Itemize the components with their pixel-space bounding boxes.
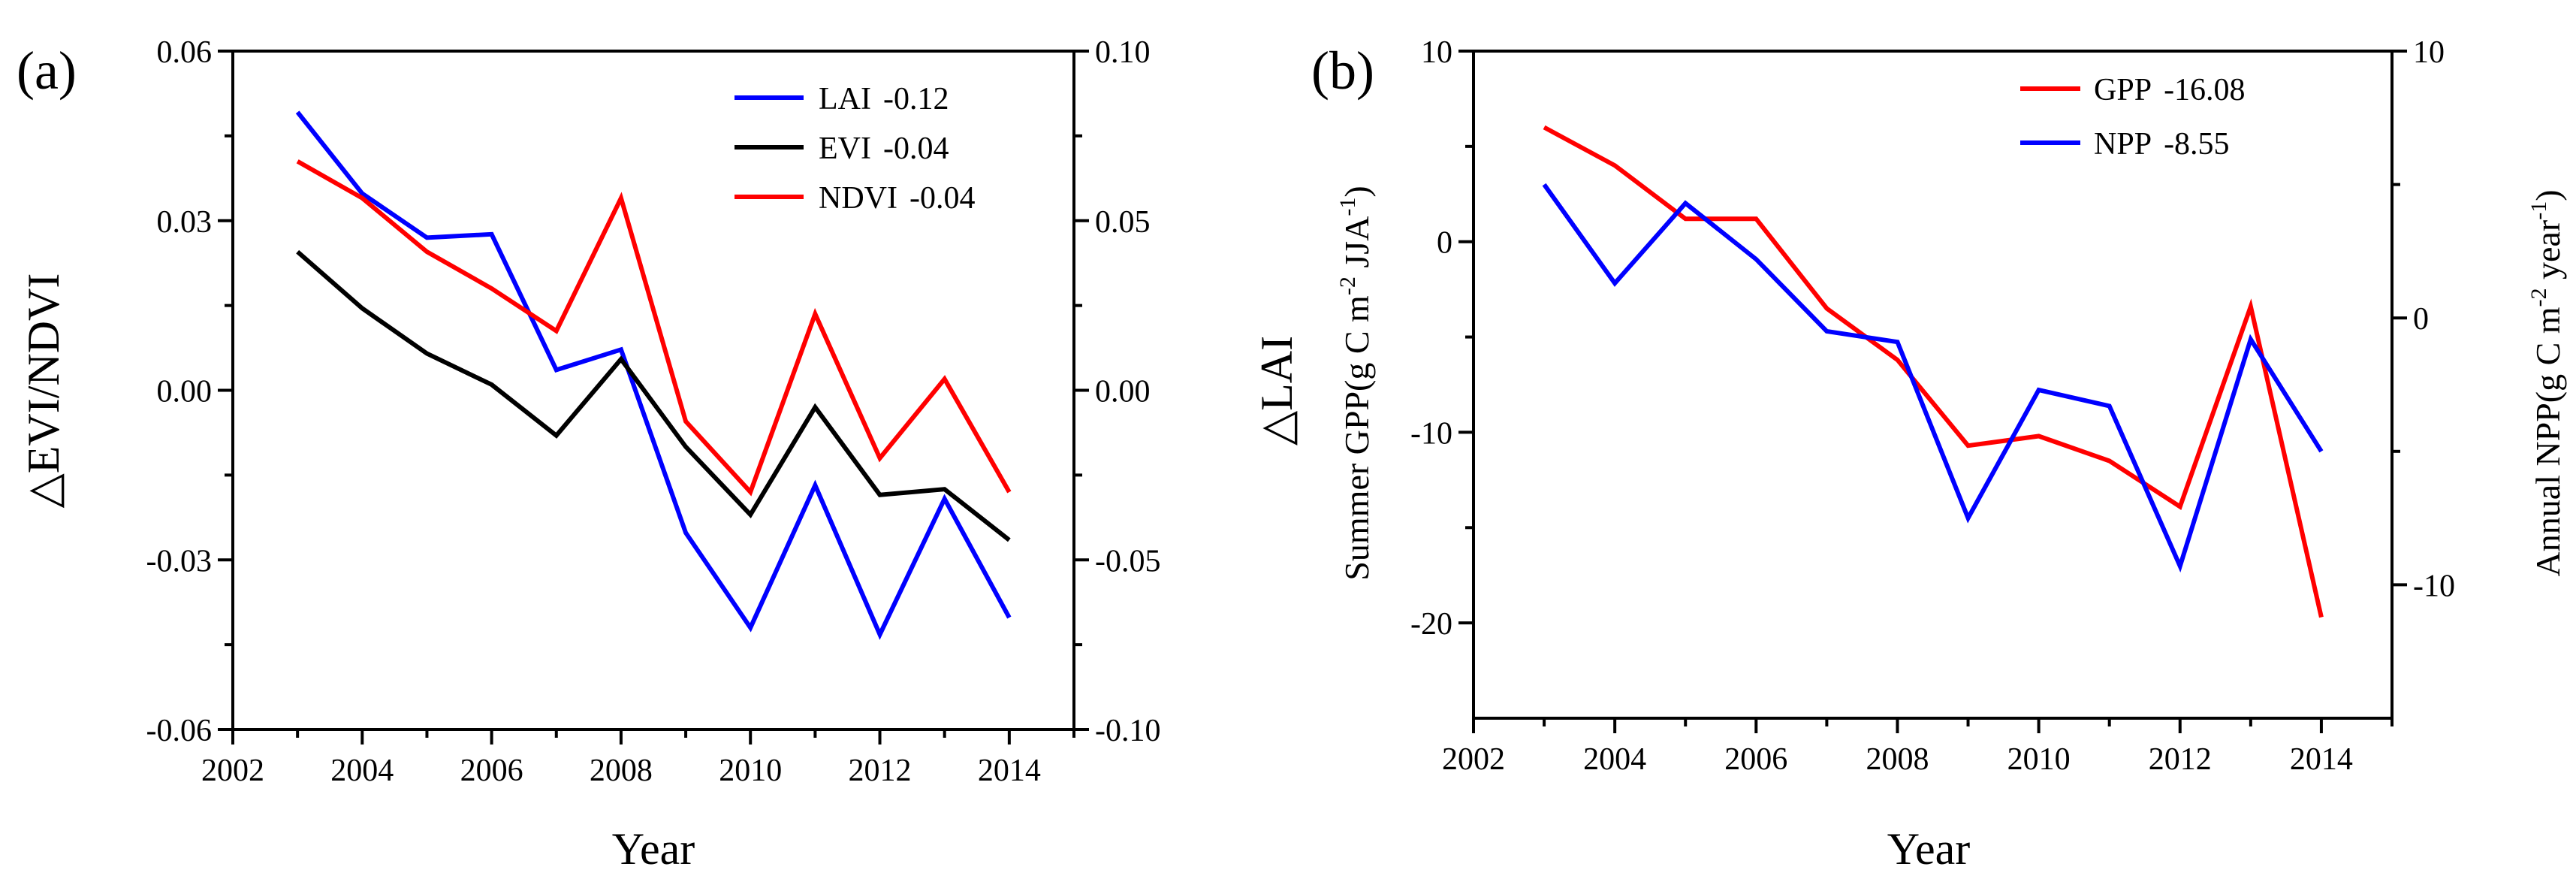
panel-b-y2-axis-title-end: ) bbox=[2529, 189, 2567, 201]
legend-trend-lai: -0.12 bbox=[883, 82, 949, 116]
x-tick-label-2006: 2006 bbox=[1724, 742, 1787, 777]
panel-label-a: (a) bbox=[17, 41, 77, 101]
y-tick-label-0: -0.06 bbox=[146, 714, 213, 748]
x-tick-label-2004: 2004 bbox=[330, 754, 394, 788]
x-tick-label-2014: 2014 bbox=[2290, 742, 2353, 777]
panel-b-y2-axis-title-mid: year bbox=[2529, 220, 2567, 288]
y2-tick-label-0: -10 bbox=[2413, 569, 2455, 603]
panel-label-b: (b) bbox=[1311, 41, 1374, 101]
panel-a-x-tick-labels: 2002 2004 2006 2008 2010 2012 2014 bbox=[201, 754, 1041, 788]
legend-entry-ndvi: NDVI -0.04 bbox=[819, 181, 975, 216]
legend-entry-gpp: GPP -16.08 bbox=[2094, 73, 2246, 107]
x-tick-label-2002: 2002 bbox=[1442, 742, 1505, 777]
y2-tick-label-2: 10 bbox=[2413, 35, 2445, 70]
y-tick-label-2: 0.00 bbox=[157, 375, 213, 409]
panel-b-y-axis-title: Summer GPP(g C m-2 JJA-1) bbox=[1335, 186, 1376, 580]
panel-b-y-tick-labels: -20 -10 0 10 bbox=[1410, 35, 1452, 642]
panel-a-series-lines bbox=[295, 110, 1012, 640]
panel-a-y-axis-title: △EVI/NDVI bbox=[19, 273, 68, 509]
y-tick-label-4: 0.06 bbox=[157, 35, 213, 70]
y2-tick-label-3: 0.05 bbox=[1095, 205, 1151, 240]
panel-a-y-tick-labels: -0.06 -0.03 0.00 0.03 0.06 bbox=[146, 35, 213, 748]
legend-entry-npp: NPP -8.55 bbox=[2094, 127, 2230, 162]
y2-tick-label-2: 0.00 bbox=[1095, 375, 1151, 409]
panel-b-y2-axis-title-sup2: -1 bbox=[2526, 201, 2551, 220]
x-tick-label-2002: 2002 bbox=[201, 754, 264, 788]
legend-trend-ndvi: -0.04 bbox=[909, 181, 976, 216]
panel-b-legend: GPP -16.08 NPP -8.55 bbox=[2020, 73, 2246, 162]
x-tick-label-2004: 2004 bbox=[1583, 742, 1646, 777]
panel-b-y-axis-title-main: Summer GPP(g C m bbox=[1338, 295, 1376, 581]
y-tick-label-2: 0 bbox=[1437, 226, 1452, 261]
x-tick-label-2014: 2014 bbox=[978, 754, 1041, 788]
panel-b-series-lines bbox=[1542, 125, 2324, 618]
panel-b-y-axis-title-sup1: -2 bbox=[1335, 276, 1360, 295]
panel-a-y2-axis-title: △LAI bbox=[1252, 336, 1302, 446]
series-line-evi bbox=[296, 249, 1011, 542]
x-tick-label-2012: 2012 bbox=[2149, 742, 2212, 777]
legend-name-evi: EVI bbox=[819, 131, 871, 166]
y2-tick-label-0: -0.10 bbox=[1095, 714, 1161, 748]
legend-name-npp: NPP bbox=[2094, 127, 2152, 162]
y-tick-label-1: -0.03 bbox=[146, 544, 213, 578]
y2-tick-label-4: 0.10 bbox=[1095, 35, 1151, 70]
y2-tick-label-1: 0 bbox=[2413, 302, 2429, 337]
legend-entry-evi: EVI -0.04 bbox=[819, 131, 949, 166]
panel-a-ticks bbox=[218, 50, 1089, 745]
series-line-ndvi bbox=[296, 159, 1012, 497]
legend-name-ndvi: NDVI bbox=[819, 181, 897, 216]
panel-b-chart: (b) 2002 2004 2006 2008 2010 2012 2014 -20-100… bbox=[1311, 35, 2567, 874]
y2-tick-label-1: -0.05 bbox=[1095, 544, 1161, 578]
panel-b-y2-axis-title-main: Annual NPP(g C m bbox=[2529, 307, 2567, 576]
legend-trend-npp: -8.55 bbox=[2164, 127, 2230, 162]
panel-a-x-axis-title: Year bbox=[612, 824, 695, 874]
legend-entry-lai: LAI -0.12 bbox=[819, 82, 949, 116]
panel-b-y2-tick-labels: -10 0 10 bbox=[2413, 35, 2455, 603]
panel-b-x-axis-title: Year bbox=[1887, 824, 1971, 874]
legend-name-gpp: GPP bbox=[2094, 73, 2152, 107]
x-tick-label-2008: 2008 bbox=[1866, 742, 1929, 777]
panel-a-chart: (a) 2002 2004 2006 2008 2010 2012 2014 -0.06-0… bbox=[17, 35, 1302, 874]
y-tick-label-0: -20 bbox=[1410, 607, 1452, 642]
y-tick-label-1: -10 bbox=[1410, 416, 1452, 451]
panel-b-ticks bbox=[1458, 50, 2407, 733]
x-tick-label-2012: 2012 bbox=[849, 754, 912, 788]
y-tick-label-3: 10 bbox=[1421, 35, 1452, 70]
legend-trend-gpp: -16.08 bbox=[2164, 73, 2246, 107]
panel-b-y-axis-title-mid: JJA bbox=[1338, 216, 1376, 277]
series-line-lai bbox=[295, 110, 1012, 640]
x-tick-label-2006: 2006 bbox=[460, 754, 523, 788]
panel-b-y-axis-title-sup2: -1 bbox=[1335, 198, 1360, 216]
legend-name-lai: LAI bbox=[819, 82, 871, 116]
panel-a-plot-frame bbox=[231, 50, 1075, 731]
panel-b-x-tick-labels: 2002 2004 2006 2008 2010 2012 2014 bbox=[1442, 742, 2353, 777]
legend-trend-evi: -0.04 bbox=[883, 131, 949, 166]
y-tick-label-3: 0.03 bbox=[157, 205, 213, 240]
panel-b-y-axis-title-end: ) bbox=[1338, 186, 1376, 197]
panel-b-plot-frame bbox=[1472, 50, 2394, 720]
series-line-npp bbox=[1542, 183, 2324, 573]
panel-a-legend: LAI -0.12 EVI -0.04 NDVI -0.04 bbox=[734, 82, 975, 216]
x-tick-label-2008: 2008 bbox=[590, 754, 653, 788]
panel-b-y2-axis-title-sup1: -2 bbox=[2526, 288, 2551, 307]
x-tick-label-2010: 2010 bbox=[2007, 742, 2071, 777]
panel-b-y2-axis-title: Annual NPP(g C m-2 year-1) bbox=[2526, 189, 2567, 576]
x-tick-label-2010: 2010 bbox=[719, 754, 782, 788]
panel-a-y2-tick-labels: -0.10 -0.05 0.00 0.05 0.10 bbox=[1095, 35, 1161, 748]
series-line-gpp bbox=[1543, 125, 2324, 618]
